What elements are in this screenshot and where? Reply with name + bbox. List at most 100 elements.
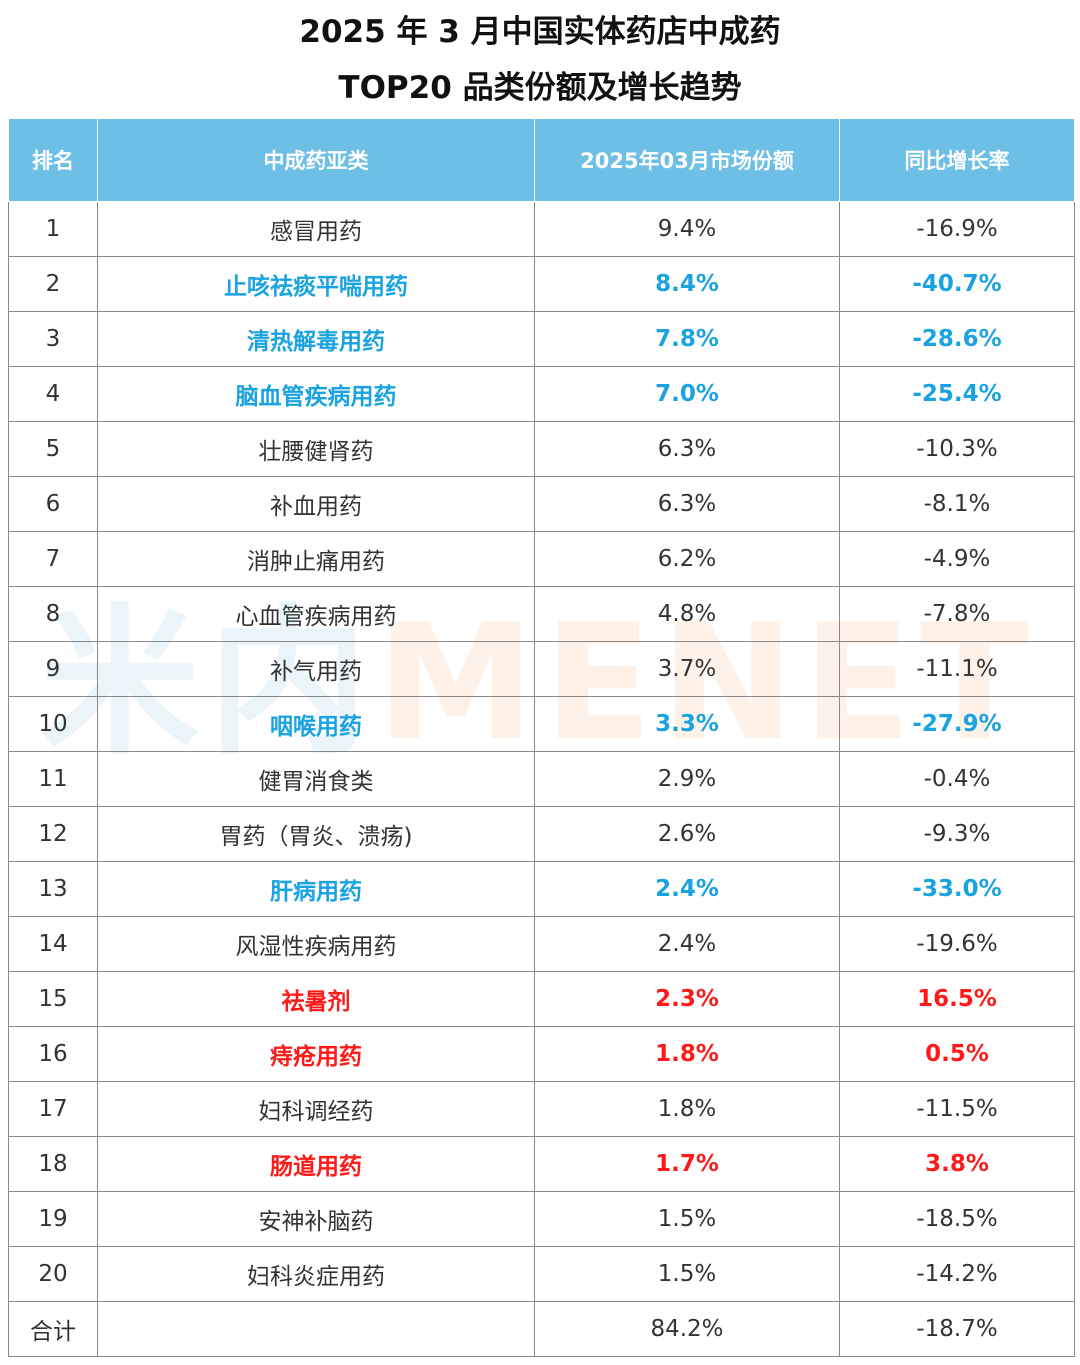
cell-rank: 1 bbox=[8, 201, 98, 257]
cell-growth: 3.8% bbox=[839, 1136, 1075, 1192]
cell-share: 1.7% bbox=[534, 1136, 840, 1192]
table-row: 20 妇科炎症用药 1.5% -14.2% bbox=[8, 1246, 1075, 1302]
table-row: 13 肝病用药 2.4% -33.0% bbox=[8, 861, 1075, 917]
cell-growth: -11.5% bbox=[839, 1081, 1075, 1137]
cell-share: 1.8% bbox=[534, 1081, 840, 1137]
cell-rank: 4 bbox=[8, 366, 98, 422]
header-growth: 同比增长率 bbox=[839, 118, 1075, 202]
cell-rank: 15 bbox=[8, 971, 98, 1027]
cell-share: 1.8% bbox=[534, 1026, 840, 1082]
cell-share: 1.5% bbox=[534, 1191, 840, 1247]
cell-growth: -16.9% bbox=[839, 201, 1075, 257]
table-row: 6 补血用药 6.3% -8.1% bbox=[8, 476, 1075, 532]
title-line-1: 2025 年 3 月中国实体药店中成药 bbox=[299, 14, 781, 50]
header-rank: 排名 bbox=[8, 118, 98, 202]
table-row: 19 安神补脑药 1.5% -18.5% bbox=[8, 1191, 1075, 1247]
cell-share: 1.5% bbox=[534, 1246, 840, 1302]
table-row: 7 消肿止痛用药 6.2% -4.9% bbox=[8, 531, 1075, 587]
cell-rank: 16 bbox=[8, 1026, 98, 1082]
table-row: 11 健胃消食类 2.9% -0.4% bbox=[8, 751, 1075, 807]
header-share: 2025年03月市场份额 bbox=[534, 118, 840, 202]
cell-growth: -18.5% bbox=[839, 1191, 1075, 1247]
cell-share: 6.3% bbox=[534, 421, 840, 477]
cell-category: 肠道用药 bbox=[97, 1136, 535, 1192]
cell-rank: 11 bbox=[8, 751, 98, 807]
cell-rank: 18 bbox=[8, 1136, 98, 1192]
cell-growth: -40.7% bbox=[839, 256, 1075, 312]
cell-rank: 5 bbox=[8, 421, 98, 477]
cell-rank: 12 bbox=[8, 806, 98, 862]
cell-growth: -33.0% bbox=[839, 861, 1075, 917]
table-header-row: 排名 中成药亚类 2025年03月市场份额 同比增长率 bbox=[8, 118, 1075, 202]
table-row: 5 壮腰健肾药 6.3% -10.3% bbox=[8, 421, 1075, 477]
total-cell-growth: -18.7% bbox=[839, 1301, 1075, 1357]
table-body: 1 感冒用药 9.4% -16.9% 2 止咳祛痰平喘用药 8.4% -40.7% 3 清热解毒用… bbox=[8, 201, 1075, 1357]
cell-rank: 14 bbox=[8, 916, 98, 972]
cell-growth: -19.6% bbox=[839, 916, 1075, 972]
cell-growth: -9.3% bbox=[839, 806, 1075, 862]
cell-growth: -28.6% bbox=[839, 311, 1075, 367]
cell-category: 消肿止痛用药 bbox=[97, 531, 535, 587]
cell-rank: 10 bbox=[8, 696, 98, 752]
total-cell-share: 84.2% bbox=[534, 1301, 840, 1357]
cell-share: 7.0% bbox=[534, 366, 840, 422]
cell-category: 感冒用药 bbox=[97, 201, 535, 257]
table-total-row: 合计 84.2% -18.7% bbox=[8, 1301, 1075, 1357]
cell-category: 胃药（胃炎、溃疡) bbox=[97, 806, 535, 862]
cell-share: 4.8% bbox=[534, 586, 840, 642]
cell-rank: 9 bbox=[8, 641, 98, 697]
table-row: 3 清热解毒用药 7.8% -28.6% bbox=[8, 311, 1075, 367]
table-row: 9 补气用药 3.7% -11.1% bbox=[8, 641, 1075, 697]
table-row: 17 妇科调经药 1.8% -11.5% bbox=[8, 1081, 1075, 1137]
cell-rank: 17 bbox=[8, 1081, 98, 1137]
table-row: 1 感冒用药 9.4% -16.9% bbox=[8, 201, 1075, 257]
cell-rank: 6 bbox=[8, 476, 98, 532]
table-row: 2 止咳祛痰平喘用药 8.4% -40.7% bbox=[8, 256, 1075, 312]
cell-share: 2.6% bbox=[534, 806, 840, 862]
header-category: 中成药亚类 bbox=[97, 118, 535, 202]
cell-share: 8.4% bbox=[534, 256, 840, 312]
cell-growth: -25.4% bbox=[839, 366, 1075, 422]
cell-growth: -10.3% bbox=[839, 421, 1075, 477]
table-row: 8 心血管疾病用药 4.8% -7.8% bbox=[8, 586, 1075, 642]
cell-growth: -14.2% bbox=[839, 1246, 1075, 1302]
cell-share: 7.8% bbox=[534, 311, 840, 367]
cell-category: 痔疮用药 bbox=[97, 1026, 535, 1082]
table-row: 15 祛暑剂 2.3% 16.5% bbox=[8, 971, 1075, 1027]
cell-growth: 16.5% bbox=[839, 971, 1075, 1027]
cell-category: 补气用药 bbox=[97, 641, 535, 697]
cell-category: 壮腰健肾药 bbox=[97, 421, 535, 477]
cell-category: 咽喉用药 bbox=[97, 696, 535, 752]
cell-share: 3.7% bbox=[534, 641, 840, 697]
cell-share: 9.4% bbox=[534, 201, 840, 257]
cell-category: 脑血管疾病用药 bbox=[97, 366, 535, 422]
cell-share: 3.3% bbox=[534, 696, 840, 752]
table-row: 4 脑血管疾病用药 7.0% -25.4% bbox=[8, 366, 1075, 422]
cell-category: 肝病用药 bbox=[97, 861, 535, 917]
cell-category: 祛暑剂 bbox=[97, 971, 535, 1027]
cell-category: 安神补脑药 bbox=[97, 1191, 535, 1247]
cell-category: 心血管疾病用药 bbox=[97, 586, 535, 642]
cell-share: 2.9% bbox=[534, 751, 840, 807]
title-line-2: TOP20 品类份额及增长趋势 bbox=[338, 70, 742, 106]
cell-share: 2.3% bbox=[534, 971, 840, 1027]
chart-title: 2025 年 3 月中国实体药店中成药 TOP20 品类份额及增长趋势 bbox=[0, 0, 1080, 118]
cell-category: 补血用药 bbox=[97, 476, 535, 532]
cell-rank: 8 bbox=[8, 586, 98, 642]
table-row: 16 痔疮用药 1.8% 0.5% bbox=[8, 1026, 1075, 1082]
table-row: 18 肠道用药 1.7% 3.8% bbox=[8, 1136, 1075, 1192]
total-cell-category bbox=[97, 1301, 535, 1357]
cell-rank: 3 bbox=[8, 311, 98, 367]
cell-category: 妇科调经药 bbox=[97, 1081, 535, 1137]
cell-growth: -4.9% bbox=[839, 531, 1075, 587]
cell-growth: -7.8% bbox=[839, 586, 1075, 642]
cell-category: 妇科炎症用药 bbox=[97, 1246, 535, 1302]
cell-share: 2.4% bbox=[534, 916, 840, 972]
cell-rank: 19 bbox=[8, 1191, 98, 1247]
total-cell-rank: 合计 bbox=[8, 1301, 98, 1357]
cell-share: 2.4% bbox=[534, 861, 840, 917]
ranking-table: 排名 中成药亚类 2025年03月市场份额 同比增长率 1 感冒用药 9.4% -16… bbox=[8, 118, 1075, 1357]
cell-share: 6.3% bbox=[534, 476, 840, 532]
cell-rank: 13 bbox=[8, 861, 98, 917]
cell-category: 风湿性疾病用药 bbox=[97, 916, 535, 972]
